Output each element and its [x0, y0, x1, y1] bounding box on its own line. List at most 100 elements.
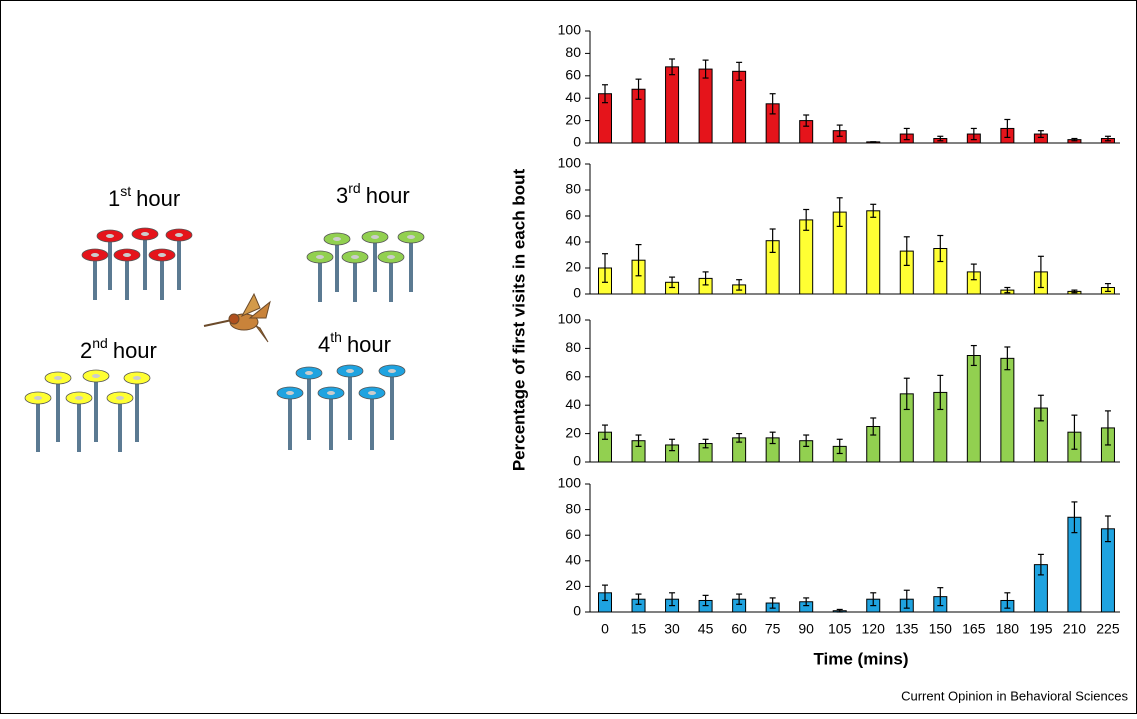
error-bar [635, 244, 642, 277]
error-bar [803, 434, 810, 447]
hour-label-number: 3 [336, 183, 348, 208]
source: Current Opinion in Behavioral Sciences [901, 688, 1128, 703]
flower-center [54, 376, 62, 380]
y-tick-label: 40 [565, 552, 581, 568]
flower-center [34, 396, 42, 400]
flower-center [351, 255, 359, 259]
error-bar [769, 597, 776, 609]
flower-center [305, 371, 313, 375]
y-tick-label: 40 [565, 89, 581, 105]
flower-center [91, 253, 99, 257]
error-bar [769, 228, 776, 253]
hour-label-suffix: st [120, 183, 131, 199]
flower-center [368, 391, 376, 395]
hour-label: 3rd hour [336, 180, 410, 208]
y-tick-label: 0 [573, 453, 581, 469]
error-bar [602, 424, 608, 440]
y-tick-label: 0 [573, 603, 581, 619]
x-tick-label: 180 [996, 621, 1020, 637]
flower-center [175, 233, 183, 237]
error-bar [1037, 255, 1044, 289]
error-bar [669, 276, 676, 289]
error-bar [1037, 553, 1044, 576]
x-tick-label: 0 [601, 621, 609, 637]
error-bar [635, 78, 642, 100]
error-bar [669, 58, 676, 76]
hour-label-number: 1 [108, 186, 120, 211]
error-bar [702, 594, 709, 607]
hour-label: 4th hour [318, 329, 391, 357]
x-tick-label: 105 [828, 621, 852, 637]
hour-label-number: 2 [80, 338, 92, 363]
hour-label-text: hour [347, 332, 391, 357]
flower-center [327, 391, 335, 395]
hour-label: 2nd hour [80, 335, 157, 363]
error-bar [903, 589, 910, 609]
hour-label-suffix: th [330, 329, 342, 345]
bar [698, 68, 713, 144]
y-tick-label: 100 [558, 22, 582, 38]
error-bar [635, 593, 642, 605]
error-bar [937, 135, 944, 142]
flower-center [92, 374, 100, 378]
hour-label-text: hour [113, 338, 157, 363]
flower-center [346, 369, 354, 373]
flower-center [333, 237, 341, 241]
error-bar [1104, 135, 1111, 142]
error-bar [870, 592, 877, 607]
y-tick-label: 100 [558, 155, 582, 171]
error-bar [1037, 394, 1044, 422]
error-bar [635, 434, 642, 447]
bar [732, 70, 747, 144]
y-tick-label: 20 [565, 424, 581, 440]
x-tick-label: 75 [765, 621, 781, 637]
error-bar [1104, 515, 1111, 543]
error-bar [803, 114, 810, 127]
flower-center [158, 253, 166, 257]
x-tick-label: 45 [698, 621, 714, 637]
x-tick-label: 135 [895, 621, 919, 637]
flower-center [141, 232, 149, 236]
hour-label-text: hour [136, 186, 180, 211]
error-bar [1071, 414, 1078, 450]
error-bar [1004, 118, 1011, 138]
error-bar [903, 377, 910, 411]
bar [966, 355, 981, 463]
error-bar [1071, 289, 1078, 294]
error-bar [736, 61, 743, 81]
error-bar [1071, 501, 1078, 534]
y-tick-label: 20 [565, 111, 581, 127]
error-bar [702, 271, 709, 286]
hummingbird [203, 292, 271, 343]
bar [1000, 357, 1015, 463]
y-tick-label: 80 [565, 339, 581, 355]
error-bar [1037, 130, 1044, 138]
x-tick-label: 225 [1096, 621, 1120, 637]
flower-center [387, 255, 395, 259]
error-bar [937, 234, 944, 263]
flower-center [371, 235, 379, 239]
error-bar [836, 197, 843, 227]
error-bar [903, 127, 910, 141]
error-bar [903, 236, 910, 266]
error-bar [769, 431, 776, 445]
flower-center [75, 396, 83, 400]
y-tick-label: 60 [565, 526, 581, 542]
y-tick-label: 80 [565, 500, 581, 516]
x-tick-label: 90 [798, 621, 814, 637]
error-bar [870, 417, 877, 436]
y-tick-label: 20 [565, 259, 581, 275]
flower-center [116, 396, 124, 400]
error-bar [970, 263, 977, 281]
error-bar [702, 438, 709, 449]
y-tick-label: 0 [573, 134, 581, 150]
error-bar [602, 84, 608, 104]
error-bar [1004, 592, 1011, 609]
hour-label: 1st hour [108, 183, 180, 211]
y-tick-label: 100 [558, 475, 582, 491]
hour-label-text: hour [366, 183, 410, 208]
flower-center [106, 234, 114, 238]
error-bar [669, 592, 676, 607]
